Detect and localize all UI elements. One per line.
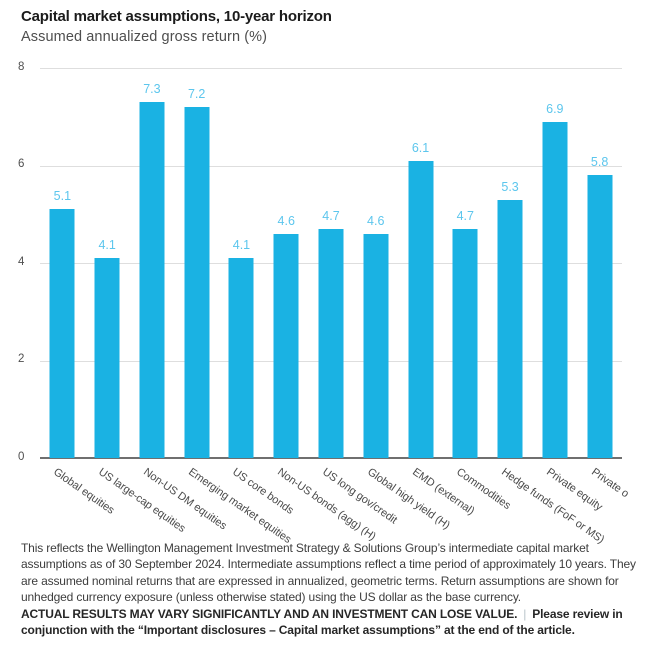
bar-slot: 5.3 (488, 68, 533, 458)
bar-slot: 4.7 (309, 68, 354, 458)
footnote-disclaimer: ACTUAL RESULTS MAY VARY SIGNIFICANTLY AN… (21, 606, 645, 639)
bar-slot: 5.8 (577, 68, 622, 458)
footnote-body: This reflects the Wellington Management … (21, 541, 636, 605)
bar-value-label: 5.8 (590, 155, 609, 170)
bar-slot: 6.9 (532, 68, 577, 458)
bar-slot: 4.6 (264, 68, 309, 458)
bar-chart: 0 2 4 6 8 5.1 4.1 7.3 7.2 4.1 4.6 4.7 4.6 6.1 4.7 5.3 6… (18, 61, 630, 547)
chart-subtitle: Assumed annualized gross return (%) (21, 29, 268, 45)
bar (273, 233, 299, 458)
bar-slot: 5.1 (40, 68, 85, 458)
bar-slot: 4.1 (85, 68, 130, 458)
bar-value-label: 4.6 (277, 213, 295, 228)
bar-value-label: 7.2 (187, 87, 206, 101)
chart-title: Capital market assumptions, 10-year hori… (21, 8, 332, 25)
bar (228, 258, 254, 458)
x-tick-label: Global high yield (H) (364, 466, 452, 532)
bar-value-label: 5.1 (53, 189, 72, 204)
bar-slot: 7.2 (174, 68, 219, 458)
footnote-separator: | (523, 606, 527, 621)
bar (542, 121, 568, 458)
bar-value-label: 4.1 (98, 238, 116, 253)
bar-value-label: 4.7 (322, 208, 340, 223)
bar (184, 107, 210, 458)
bar-slot: 4.1 (219, 68, 264, 458)
bar (452, 228, 478, 458)
y-tick-label: 6 (18, 158, 25, 170)
x-tick-label: Private o (588, 466, 631, 501)
gridline (40, 165, 622, 167)
bar-value-label: 4.1 (232, 238, 251, 253)
bar (363, 233, 389, 458)
bar-value-label: 6.9 (546, 101, 564, 116)
y-tick-label: 2 (18, 353, 25, 365)
bar (94, 258, 120, 458)
bar-value-label: 4.7 (456, 208, 474, 223)
x-axis: Global equities US large-cap equities Non-… (40, 466, 630, 546)
bar-slot: 4.7 (443, 68, 488, 458)
bar (497, 199, 523, 458)
bar (318, 228, 344, 458)
bar-slot: 6.1 (398, 68, 443, 458)
footnote-review: Please review in conjunction with the “I… (21, 606, 623, 638)
y-tick-label: 4 (18, 255, 25, 268)
bar-slot: 4.6 (353, 68, 398, 458)
y-tick-label: 0 (18, 450, 25, 463)
bar (49, 209, 75, 458)
bar (139, 102, 165, 458)
plot-area: 5.1 4.1 7.3 7.2 4.1 4.6 4.7 4.6 6.1 4.7 5.3 6.9 5.8 (40, 68, 622, 459)
bar-value-label: 5.3 (501, 179, 519, 194)
footnote-warning: ACTUAL RESULTS MAY VARY SIGNIFICANTLY AN… (21, 606, 518, 621)
bar-value-label: 6.1 (411, 140, 430, 155)
x-tick-label: US long gov/credit (320, 466, 400, 527)
bar (587, 175, 613, 458)
y-axis: 0 2 4 6 8 (18, 61, 38, 463)
x-axis-line (40, 457, 622, 459)
footnote: This reflects the Wellington Management … (21, 540, 645, 638)
bar (408, 160, 434, 458)
gridline (40, 68, 622, 69)
bar-slot: 7.3 (130, 68, 175, 458)
bar-value-label: 7.3 (143, 82, 161, 97)
y-tick-label: 8 (18, 60, 25, 73)
bar-value-label: 4.6 (367, 213, 385, 228)
